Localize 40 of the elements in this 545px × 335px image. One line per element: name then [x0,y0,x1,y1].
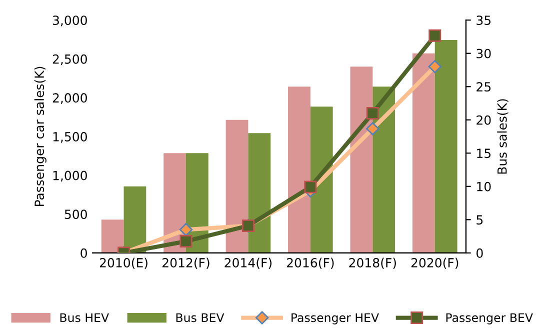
legend-label: Passenger BEV [446,313,533,324]
x-tick-label: 2012(F) [162,258,210,269]
y-axis-title: Passenger car sales(K) [34,66,46,206]
y-tick-label: 3,000 [52,16,87,26]
bar [101,220,124,253]
x-tick-label: 2014(F) [224,258,272,269]
bar [434,40,458,253]
y2-tick-label: 15 [477,148,491,158]
bar [350,66,373,253]
y2-tick-label: 20 [476,115,491,125]
y2-tick-label: 0 [476,248,483,258]
x-tick-label: 2020(F) [411,258,458,269]
y2-tick-label: 5 [476,215,483,225]
y-tick-label: 1,500 [53,132,87,143]
y-tick-label: 1,000 [53,170,87,182]
bar [412,53,435,253]
y2-tick-label: 10 [477,182,491,192]
legend-label: Bus HEV [60,313,109,322]
y-tick-label: 500 [64,210,87,220]
point [304,180,317,194]
bar [310,106,333,253]
x-tick-label: 2016(F) [286,258,334,269]
point [428,29,442,42]
legend-label: Bus BEV [176,313,224,322]
y2-tick-label: 35 [476,16,491,26]
point [180,235,192,248]
x-tick-label: 2010(E) [100,258,148,269]
y-tick-label: 0 [80,248,87,258]
y2-tick-label: 30 [476,48,491,58]
bar [248,133,271,253]
bar [226,120,248,253]
point [366,106,379,120]
bar [288,86,310,253]
y-tick-label: 2,500 [52,54,87,66]
legend-label: Passenger HEV [292,313,379,324]
y2-axis-title: Bus sales(K) [497,99,508,174]
y2-tick-label: 25 [476,82,491,92]
y-tick-label: 2,000 [52,93,87,104]
bar [372,86,396,253]
x-tick-label: 2018(F) [349,258,396,269]
